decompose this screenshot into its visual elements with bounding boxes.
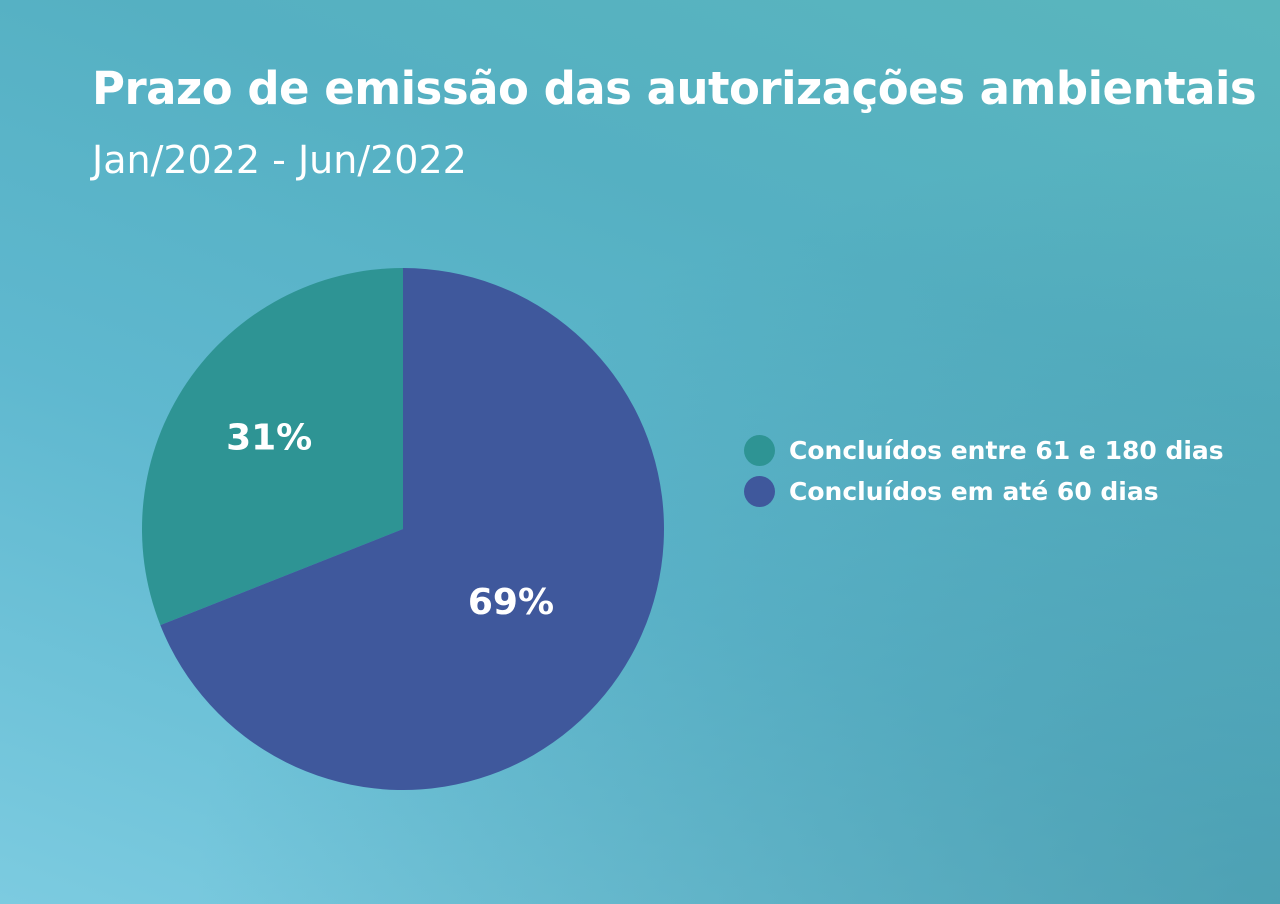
pie-slice-61-180: [142, 268, 404, 626]
legend-item-61-180: Concluídos entre 61 e 180 dias: [744, 430, 1224, 471]
legend: Concluídos entre 61 e 180 dias Concluído…: [744, 430, 1224, 512]
legend-swatch-ate-60: [744, 476, 775, 507]
legend-swatch-61-180: [744, 435, 775, 466]
legend-label-ate-60: Concluídos em até 60 dias: [789, 477, 1159, 506]
legend-item-ate-60: Concluídos em até 60 dias: [744, 471, 1224, 512]
chart-subtitle: Jan/2022 - Jun/2022: [92, 138, 467, 182]
pie-label-61-180: 31%: [226, 418, 312, 459]
chart-title: Prazo de emissão das autorizações ambien…: [92, 62, 1257, 115]
pie-slice-ate-60: [160, 268, 664, 790]
pie-label-ate-60: 69%: [468, 582, 554, 623]
legend-label-61-180: Concluídos entre 61 e 180 dias: [789, 436, 1224, 465]
